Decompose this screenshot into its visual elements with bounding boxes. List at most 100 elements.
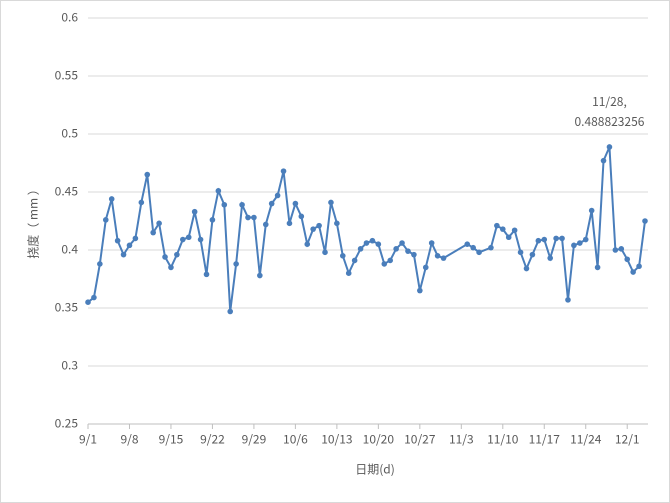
point xyxy=(274,192,281,199)
point xyxy=(369,237,376,244)
x-axis-title: 日期(d) xyxy=(355,460,395,477)
point xyxy=(209,217,216,223)
y-tick-label: 0.45 xyxy=(55,182,79,199)
point xyxy=(280,168,287,174)
x-tick-label: 11/17 xyxy=(529,430,561,447)
point xyxy=(328,199,334,206)
x-tick-label: 12/1 xyxy=(615,430,640,447)
point xyxy=(387,257,394,264)
point xyxy=(618,246,625,252)
point xyxy=(511,227,518,234)
x-tick-label: 11/24 xyxy=(570,430,602,447)
point xyxy=(156,220,162,227)
point xyxy=(582,236,589,243)
x-tick-label: 9/29 xyxy=(242,430,267,447)
point xyxy=(464,241,471,247)
point xyxy=(642,218,648,224)
point xyxy=(535,237,542,244)
point xyxy=(594,264,601,271)
y-tick-label: 0.5 xyxy=(61,124,78,141)
point xyxy=(97,261,103,267)
point xyxy=(559,235,565,242)
y-tick-label: 0.6 xyxy=(61,8,78,25)
y-tick-label: 0.25 xyxy=(55,414,79,431)
y-tick-label: 0.3 xyxy=(61,356,78,373)
y-axis-title: 挠度（ mm ） xyxy=(24,183,41,259)
point xyxy=(434,253,441,259)
point xyxy=(138,199,145,206)
point xyxy=(529,251,536,258)
point xyxy=(339,253,346,259)
point xyxy=(102,217,109,223)
point xyxy=(499,226,506,232)
point xyxy=(476,249,482,256)
point xyxy=(203,271,210,278)
point xyxy=(298,213,305,220)
point xyxy=(488,244,494,251)
point xyxy=(523,265,530,272)
point xyxy=(185,234,192,241)
point xyxy=(251,214,257,221)
point xyxy=(322,249,328,256)
point xyxy=(114,237,121,244)
point xyxy=(428,240,435,246)
point xyxy=(517,249,524,256)
point xyxy=(180,236,186,243)
point xyxy=(405,248,411,254)
point xyxy=(422,264,429,271)
x-tick-label: 10/27 xyxy=(404,430,436,447)
point xyxy=(363,240,370,246)
point xyxy=(292,200,299,207)
point xyxy=(345,270,352,277)
point xyxy=(85,299,91,306)
point xyxy=(162,254,168,260)
point xyxy=(239,201,245,208)
point xyxy=(120,251,127,258)
x-tick-label: 10/6 xyxy=(283,430,308,447)
point xyxy=(257,272,263,279)
point xyxy=(168,264,174,271)
x-tick-label: 10/20 xyxy=(363,430,395,447)
y-tick-label: 0.35 xyxy=(55,298,79,315)
point xyxy=(334,220,340,227)
point xyxy=(227,308,234,315)
point xyxy=(577,240,583,246)
point xyxy=(547,255,553,261)
x-tick-label: 11/10 xyxy=(487,430,519,447)
point xyxy=(262,221,269,228)
point xyxy=(417,287,423,294)
point xyxy=(399,240,405,246)
point xyxy=(565,297,571,303)
x-tick-label: 10/13 xyxy=(321,430,352,447)
point xyxy=(197,236,204,243)
x-tick-label: 9/15 xyxy=(159,430,184,447)
x-tick-label: 9/1 xyxy=(79,430,97,447)
point xyxy=(381,261,388,267)
point xyxy=(150,229,156,236)
point xyxy=(108,196,115,202)
point xyxy=(268,200,275,207)
point xyxy=(91,294,97,301)
point xyxy=(144,171,151,178)
point xyxy=(505,234,512,241)
point xyxy=(215,188,222,194)
x-tick-label: 9/22 xyxy=(200,430,225,447)
point xyxy=(221,201,228,208)
point xyxy=(304,241,311,247)
point xyxy=(245,214,251,221)
point xyxy=(440,255,447,261)
point xyxy=(600,157,607,164)
point xyxy=(233,261,239,267)
point xyxy=(132,235,139,242)
point xyxy=(310,226,316,232)
point xyxy=(126,242,133,249)
annotation: 11/28, 0.488823256 xyxy=(574,93,644,130)
point xyxy=(630,269,636,275)
point xyxy=(624,256,631,263)
x-tick-label: 9/8 xyxy=(120,430,138,447)
point xyxy=(375,241,382,247)
point xyxy=(571,242,577,249)
point xyxy=(470,244,476,251)
